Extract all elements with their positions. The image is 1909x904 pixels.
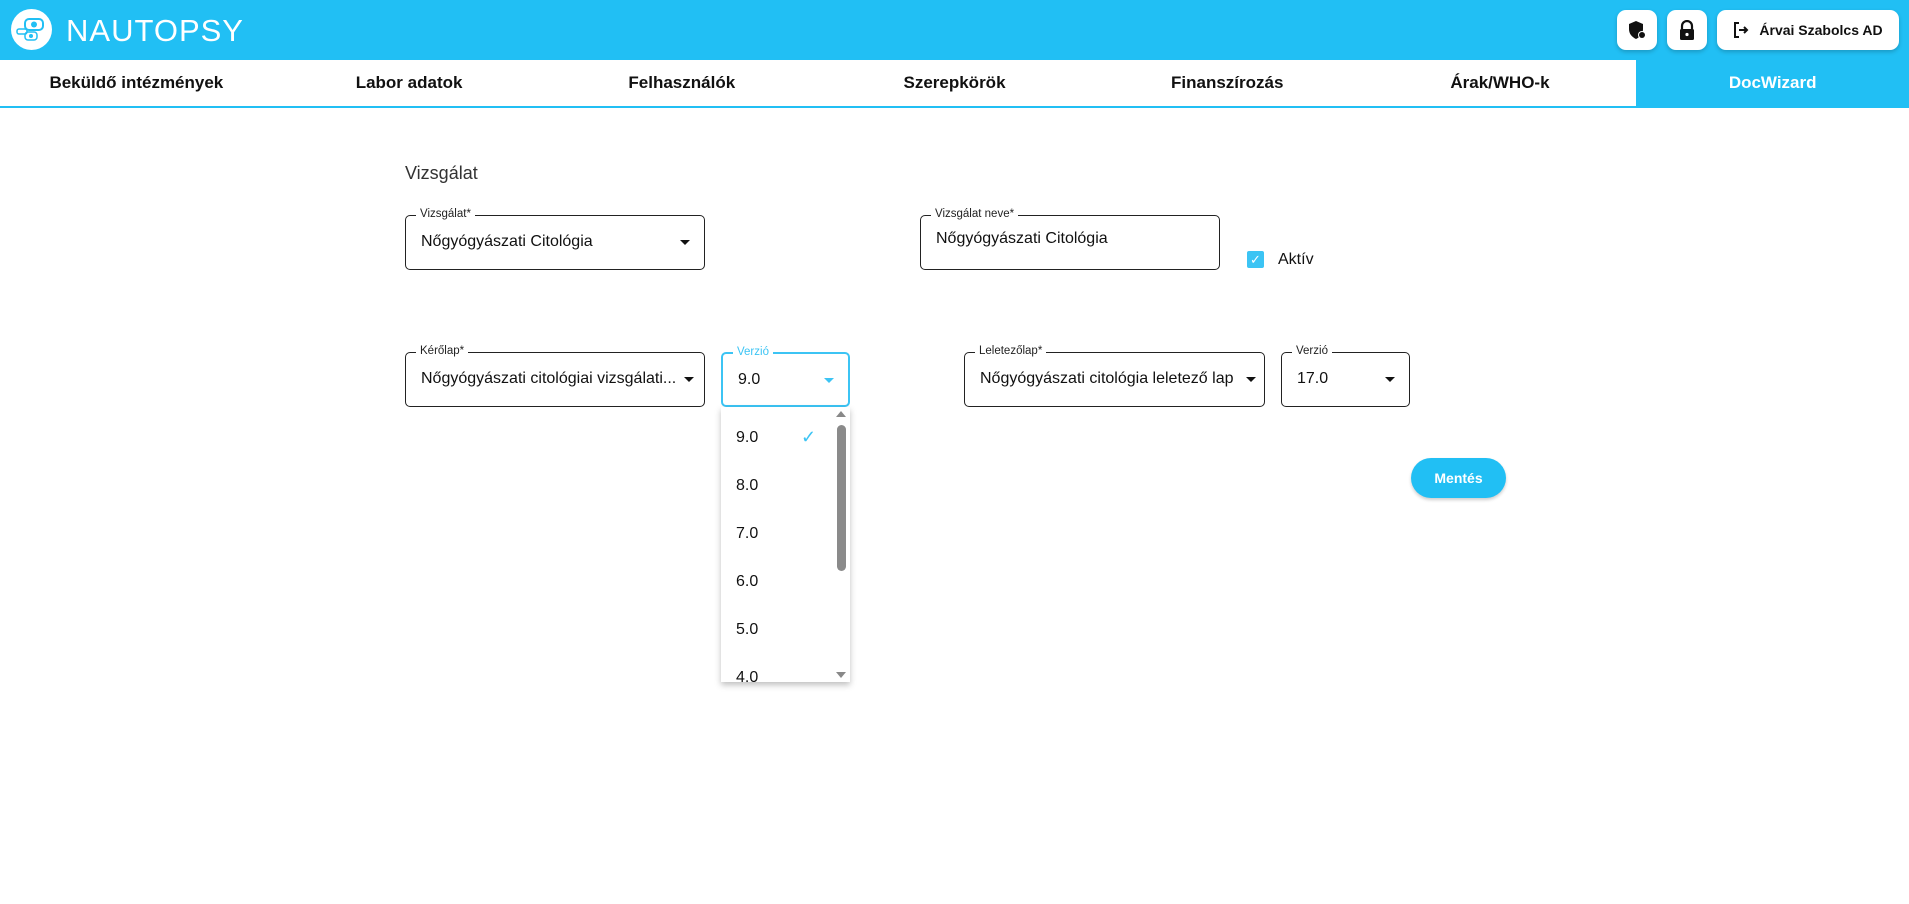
field-value: 9.0 [738, 371, 761, 388]
scroll-down-icon[interactable] [836, 672, 846, 678]
option-item[interactable]: 9.0 [736, 429, 759, 446]
kerolap-select[interactable]: Kérőlap* Nőgyógyászati citológiai vizsgá… [405, 345, 705, 407]
leletezolap-select[interactable]: Leletezőlap* Nőgyógyászati citológia lel… [964, 345, 1265, 407]
field-label: Vizsgálat neve* [931, 208, 1019, 220]
logout-button[interactable]: Árvai Szabolcs AD [1717, 10, 1899, 50]
tab-arak-who[interactable]: Árak/WHO-k [1450, 73, 1550, 92]
lock-button[interactable] [1667, 10, 1707, 50]
tab-bekuldo-intezmenyek[interactable]: Beküldő intézmények [49, 73, 224, 92]
logo-icon [11, 9, 52, 50]
field-label: Kérőlap* [416, 345, 469, 357]
chevron-down-icon [824, 378, 834, 383]
vizsgalat-select[interactable]: Vizsgálat* Nőgyógyászati Citológia [405, 208, 705, 270]
tab-labor-adatok[interactable]: Labor adatok [355, 73, 463, 92]
vizsgalat-neve-input[interactable]: Vizsgálat neve* Nőgyógyászati Citológia [920, 208, 1220, 270]
tab-felhasznalok[interactable]: Felhasználók [628, 73, 736, 92]
admin-button[interactable] [1617, 10, 1657, 50]
field-value: Nőgyógyászati Citológia [421, 233, 593, 250]
shield-user-icon [1629, 21, 1646, 39]
field-label: Vizsgálat* [416, 208, 475, 220]
section-title: Vizsgálat [405, 163, 478, 183]
option-item[interactable]: 6.0 [736, 573, 759, 590]
field-value: Nőgyógyászati citológiai vizsgálati... [421, 370, 677, 387]
field-value: Nőgyógyászati Citológia [936, 230, 1108, 247]
leletezolap-verzio-select[interactable]: Verzió 17.0 [1281, 345, 1410, 407]
field-label: Leletezőlap* [975, 345, 1047, 357]
aktiv-checkbox[interactable]: ✓ [1247, 251, 1264, 268]
field-value: 17.0 [1297, 370, 1329, 387]
option-item[interactable]: 7.0 [736, 525, 759, 542]
check-icon: ✓ [801, 427, 817, 447]
scrollbar-thumb[interactable] [837, 425, 846, 571]
user-name: Árvai Szabolcs AD [1759, 22, 1883, 38]
field-label: Verzió [733, 346, 773, 358]
save-button[interactable]: Mentés [1411, 458, 1506, 498]
chevron-down-icon [1246, 377, 1256, 382]
tab-docwizard[interactable]: DocWizard [1636, 60, 1909, 106]
main-nav: Beküldő intézmények Labor adatok Felhasz… [0, 60, 1909, 108]
kerolap-verzio-select[interactable]: Verzió 9.0 [721, 346, 850, 407]
tab-finanszirozas[interactable]: Finanszírozás [1171, 73, 1284, 92]
field-value: Nőgyógyászati citológia leletező lap [980, 370, 1234, 387]
chevron-down-icon [684, 377, 694, 382]
verzio-dropdown-panel: 9.0 ✓ 8.0 7.0 6.0 5.0 4.0 [721, 407, 850, 682]
lock-icon [1680, 20, 1694, 40]
aktiv-label: Aktív [1278, 251, 1314, 268]
chevron-down-icon [680, 240, 690, 245]
app-logo-text: NAUTOPSY [66, 13, 244, 48]
logout-icon [1734, 22, 1749, 38]
field-label: Verzió [1292, 345, 1332, 357]
top-bar: NAUTOPSY Árvai Szabolcs AD [0, 0, 1909, 60]
option-item[interactable]: 5.0 [736, 621, 759, 638]
tab-szerepkorok[interactable]: Szerepkörök [903, 73, 1006, 92]
scroll-up-icon[interactable] [836, 411, 846, 417]
chevron-down-icon [1385, 377, 1395, 382]
option-item[interactable]: 4.0 [736, 669, 759, 682]
option-item[interactable]: 8.0 [736, 477, 759, 494]
